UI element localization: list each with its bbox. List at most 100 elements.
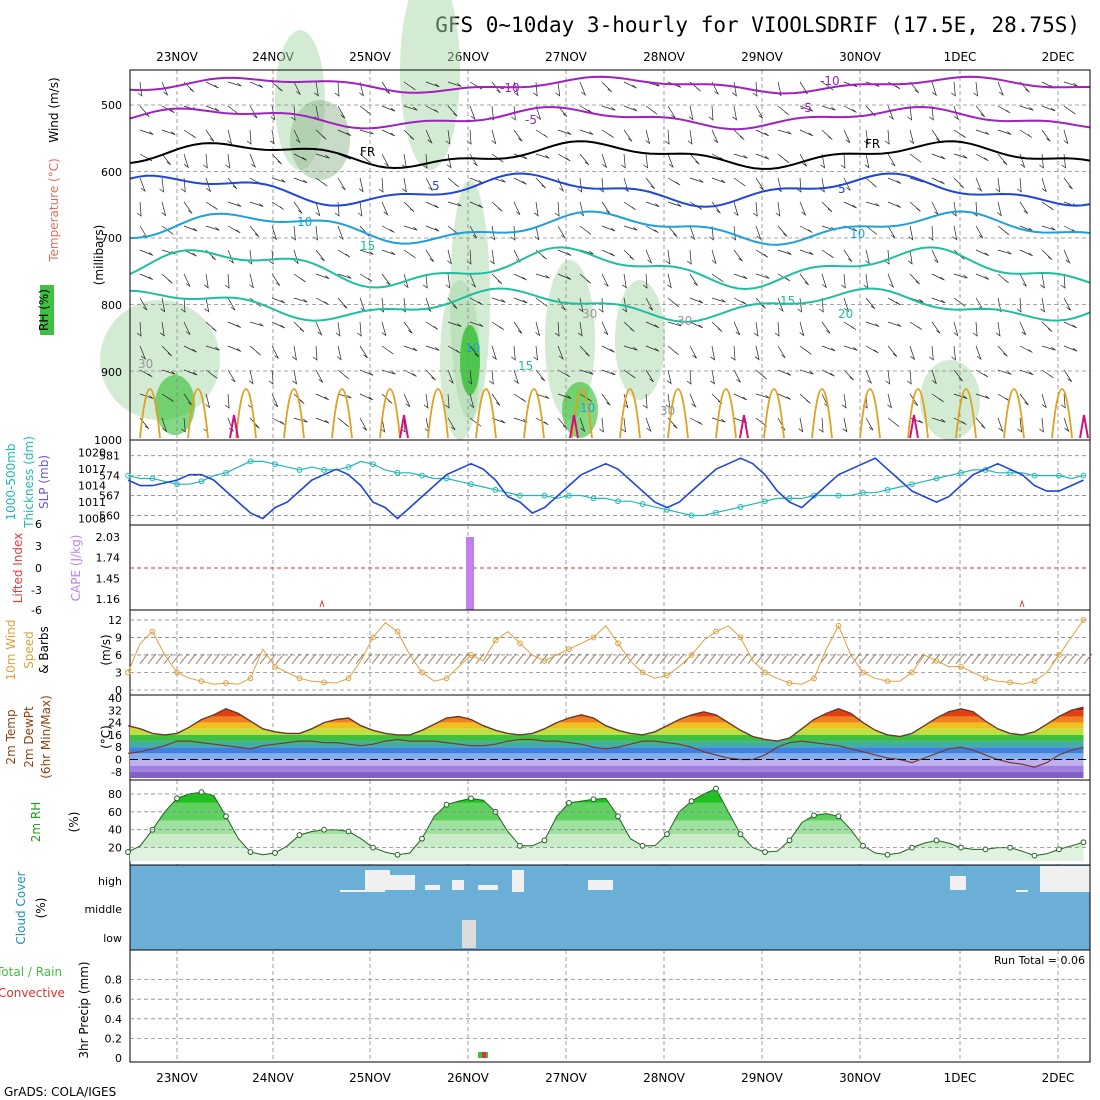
wind-barb [1019, 345, 1033, 353]
precip-tick: 0.2 [105, 1032, 123, 1045]
wind-barb [799, 225, 813, 233]
slp-tick: 1008 [78, 513, 106, 526]
wind-barb [843, 369, 854, 381]
wind-barb [642, 273, 648, 289]
wind-speed-line-marker [419, 669, 425, 676]
rh-marker [811, 812, 817, 819]
rh-tick: 20 [108, 842, 122, 855]
wind-barb [337, 273, 352, 279]
wind-barb [579, 417, 586, 433]
wind-barb [733, 273, 748, 280]
wind-barb-10m [395, 653, 405, 664]
wind-barb [975, 417, 986, 429]
wind-barb [271, 321, 285, 329]
wind-barb [491, 417, 506, 424]
wind-barb [183, 129, 196, 139]
wind-barb-10m [507, 653, 517, 664]
wind-barb [381, 321, 387, 337]
wind-barb [754, 345, 760, 361]
thickness-ylabel-2: Thickness (dm) [22, 436, 36, 529]
rh-marker [345, 828, 352, 835]
wind-barb-10m [755, 653, 765, 664]
wind-barb [425, 177, 433, 191]
date-label-bottom: 27NOV [545, 1071, 587, 1085]
wind-barb [205, 81, 219, 89]
wind-barb [931, 393, 944, 403]
date-label-bottom: 2DEC [1042, 1071, 1075, 1085]
wind-barb [358, 177, 364, 193]
footer-credit: GrADS: COLA/IGES [4, 1085, 116, 1099]
rh-marker [835, 813, 842, 820]
wind-ylabel-3: & Barbs [37, 626, 51, 674]
wind-barb [841, 393, 847, 409]
wind-barb [1063, 105, 1076, 115]
wind-barb [755, 369, 767, 380]
wind-barb [335, 321, 341, 337]
thickness-line-marker [688, 512, 695, 519]
thickness-line-marker [174, 481, 180, 488]
wind-barb [931, 417, 946, 423]
wind-barb [535, 321, 541, 337]
wind-barb [579, 201, 585, 217]
wind-barb [667, 297, 680, 308]
wind-barb [907, 105, 913, 121]
wind-barb [557, 393, 572, 399]
wind-ylabel-2: Speed [22, 631, 36, 669]
wind-barb-10m [459, 653, 469, 664]
wind-barb-10m [907, 653, 917, 664]
wind-speed-line [127, 619, 1084, 685]
wind-barb-10m [139, 653, 149, 664]
wind-barb [161, 345, 173, 357]
wind-barb [247, 249, 253, 265]
wind-barb-10m [939, 653, 949, 664]
wind-barb [755, 105, 764, 119]
wind-barb-10m [763, 653, 773, 664]
wind-barb [667, 345, 680, 356]
wind-barb [799, 249, 814, 256]
wind-barb [953, 129, 966, 138]
wind-barb [865, 417, 874, 431]
temp-band [130, 734, 1084, 742]
thickness-tick: 560 [99, 509, 120, 522]
wind-barb [1016, 177, 1022, 193]
rh-marker [296, 832, 303, 838]
wind-barb [183, 273, 191, 287]
wind-barb [689, 273, 698, 286]
temperature-contour [229, 414, 239, 439]
wind-barb [953, 393, 968, 400]
wind-barb [579, 393, 593, 402]
thickness-line-marker [370, 461, 376, 468]
wind-barb [972, 321, 978, 337]
wind-barb [601, 393, 611, 406]
wind-barb-10m [195, 653, 205, 664]
contour-label: -10 [500, 81, 520, 95]
wind-barb [447, 321, 462, 327]
wind-barb-10m [443, 653, 453, 664]
contour-label: 5 [838, 182, 846, 196]
wind-barb [403, 273, 409, 289]
wind-barb [711, 249, 717, 265]
wind-barb [1019, 153, 1026, 169]
wind-barb [535, 153, 550, 159]
wind-barb [1063, 177, 1073, 190]
wind-barb [403, 345, 418, 352]
wind-barb-10m [915, 653, 925, 664]
wind-barb [953, 105, 959, 121]
wind-barb [601, 249, 615, 257]
wind-barb [203, 153, 208, 169]
temp-tick: 8 [115, 741, 122, 754]
temperature-contour [187, 388, 209, 439]
wind-barb [271, 225, 278, 241]
wind-barb [469, 153, 478, 167]
wind-barb [535, 393, 550, 399]
wind-barb [865, 321, 880, 327]
date-label-top: 25NOV [349, 50, 391, 64]
slp-ylabel: SLP (mb) [37, 455, 51, 509]
wind-barb [425, 81, 440, 88]
wind-barb [425, 249, 434, 262]
wind-speed-line-marker [198, 678, 205, 685]
rh-marker [982, 846, 989, 853]
wind-barb-10m [595, 653, 605, 664]
wind-barb [159, 321, 165, 337]
wind-barb [1040, 297, 1046, 313]
